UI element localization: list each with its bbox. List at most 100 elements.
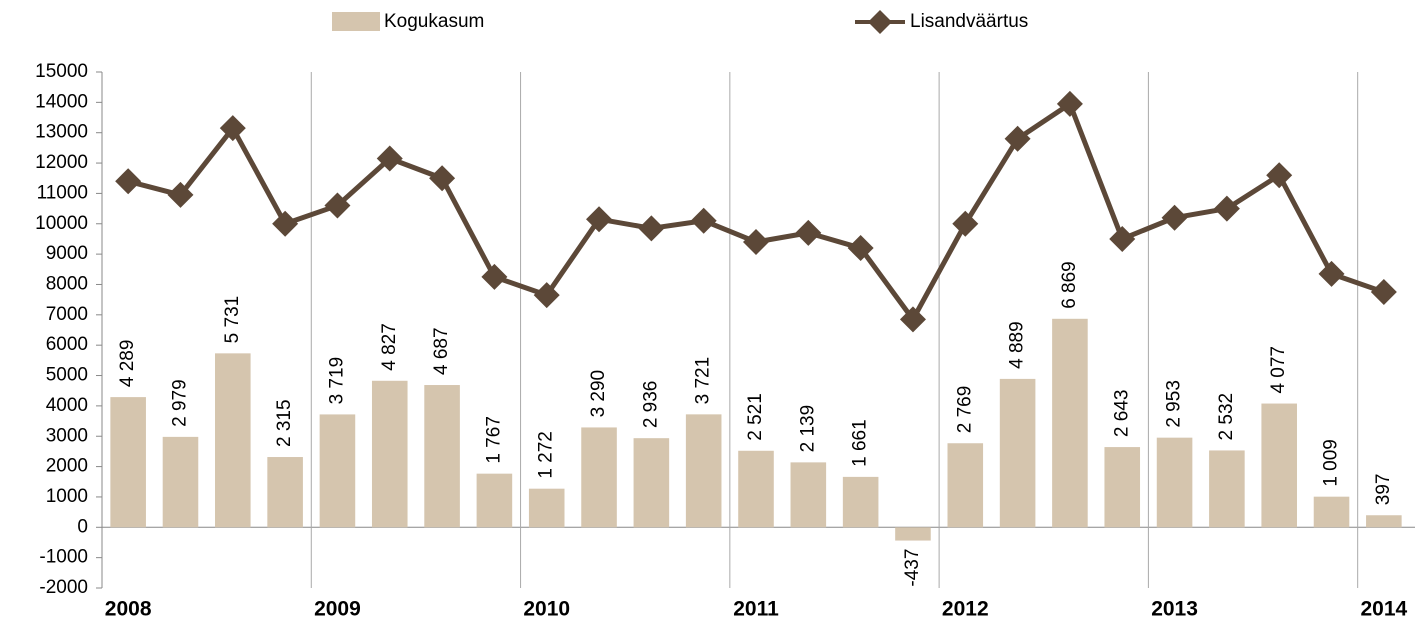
line-marker bbox=[1056, 90, 1083, 117]
legend-marker bbox=[868, 10, 892, 34]
value-label: 4 889 bbox=[1007, 321, 1028, 369]
value-label: 3 721 bbox=[693, 357, 714, 405]
value-label: 2 521 bbox=[745, 393, 766, 441]
line-marker bbox=[533, 282, 560, 309]
bar bbox=[476, 473, 513, 528]
line-marker bbox=[481, 263, 508, 290]
bar bbox=[1313, 496, 1350, 528]
bar bbox=[1156, 437, 1193, 528]
x-tick-label: 2008 bbox=[105, 598, 152, 621]
bar bbox=[267, 457, 303, 528]
y-tick-label: 0 bbox=[77, 516, 88, 537]
y-tick-label: 4000 bbox=[46, 395, 88, 416]
bar bbox=[1209, 450, 1245, 528]
value-label: 2 936 bbox=[640, 381, 661, 429]
line-marker bbox=[272, 210, 299, 237]
bar bbox=[1261, 403, 1297, 528]
bar bbox=[319, 414, 356, 528]
value-label: 2 643 bbox=[1111, 390, 1132, 438]
value-label: 4 687 bbox=[431, 327, 452, 375]
value-label: 1 272 bbox=[536, 431, 557, 479]
legend-label: Lisandväärtus bbox=[910, 11, 1028, 32]
y-tick-label: 5000 bbox=[46, 365, 88, 386]
value-label: 4 289 bbox=[117, 340, 138, 388]
line-marker bbox=[219, 115, 246, 142]
value-label: 2 532 bbox=[1216, 393, 1237, 441]
bar bbox=[895, 527, 931, 541]
line-marker bbox=[847, 235, 874, 262]
y-tick-label: 3000 bbox=[46, 425, 88, 446]
value-label: 2 315 bbox=[274, 399, 295, 447]
y-tick-label: 15000 bbox=[35, 61, 88, 82]
x-tick-label: 2014 bbox=[1360, 598, 1407, 621]
line bbox=[127, 101, 1385, 322]
y-tick-label: -1000 bbox=[39, 547, 88, 568]
bar bbox=[790, 462, 827, 528]
line-marker bbox=[899, 306, 926, 333]
line-marker bbox=[795, 219, 822, 246]
bar bbox=[215, 353, 251, 528]
bar bbox=[1366, 515, 1402, 528]
x-tick-label: 2011 bbox=[733, 598, 779, 621]
line-marker bbox=[167, 181, 194, 208]
y-tick-label: 11000 bbox=[37, 182, 88, 203]
bar bbox=[947, 443, 984, 528]
value-label: 5 731 bbox=[222, 296, 243, 344]
line-marker bbox=[1161, 204, 1188, 231]
y-tick-label: 8000 bbox=[46, 273, 88, 294]
value-label: 2 953 bbox=[1164, 380, 1185, 428]
line-marker bbox=[638, 215, 665, 242]
y-tick-label: 9000 bbox=[46, 243, 88, 264]
legend-label: Kogukasum bbox=[384, 11, 484, 32]
bar bbox=[685, 414, 722, 528]
x-tick-label: 2012 bbox=[942, 598, 989, 621]
line-marker bbox=[1109, 225, 1136, 252]
y-tick-label: 12000 bbox=[35, 152, 88, 173]
line-marker bbox=[1318, 260, 1345, 287]
y-tick-label: -2000 bbox=[39, 577, 88, 598]
bar bbox=[1104, 447, 1141, 528]
bar bbox=[1052, 318, 1088, 528]
x-tick-label: 2010 bbox=[523, 598, 570, 621]
bar bbox=[110, 397, 146, 528]
value-label: 6 869 bbox=[1059, 261, 1080, 309]
value-label: 3 719 bbox=[326, 357, 347, 405]
value-label: 1 661 bbox=[850, 419, 871, 467]
y-tick-label: 14000 bbox=[35, 91, 88, 112]
y-tick-label: 1000 bbox=[46, 486, 88, 507]
value-label: 4 827 bbox=[379, 323, 400, 371]
bar bbox=[633, 438, 670, 528]
y-tick-label: 7000 bbox=[46, 304, 88, 325]
value-label: 2 769 bbox=[954, 386, 975, 434]
value-label: -437 bbox=[902, 549, 923, 587]
y-tick-label: 2000 bbox=[46, 456, 88, 477]
value-label: 2 979 bbox=[169, 379, 190, 427]
line-marker bbox=[743, 228, 769, 255]
line-marker bbox=[115, 168, 142, 195]
bar bbox=[842, 476, 879, 528]
x-tick-label: 2013 bbox=[1151, 598, 1198, 621]
line-marker bbox=[324, 192, 351, 219]
y-tick-label: 13000 bbox=[35, 122, 88, 143]
line-marker bbox=[586, 206, 613, 233]
bar bbox=[424, 385, 460, 528]
bar bbox=[371, 380, 408, 528]
legend-swatch bbox=[332, 12, 380, 31]
y-tick-label: 10000 bbox=[35, 213, 88, 234]
value-label: 397 bbox=[1373, 474, 1394, 506]
line-marker bbox=[1213, 195, 1240, 222]
line-marker bbox=[1370, 279, 1397, 306]
bar bbox=[738, 450, 774, 528]
line-marker bbox=[429, 165, 456, 192]
line-marker bbox=[690, 207, 717, 234]
bar bbox=[528, 488, 565, 528]
value-label: 1 767 bbox=[483, 416, 504, 464]
value-label: 2 139 bbox=[797, 405, 818, 453]
value-label: 3 290 bbox=[588, 370, 609, 418]
x-tick-label: 2009 bbox=[314, 598, 361, 621]
bar bbox=[162, 436, 199, 528]
value-label: 4 077 bbox=[1268, 346, 1289, 394]
line-marker bbox=[952, 210, 979, 237]
